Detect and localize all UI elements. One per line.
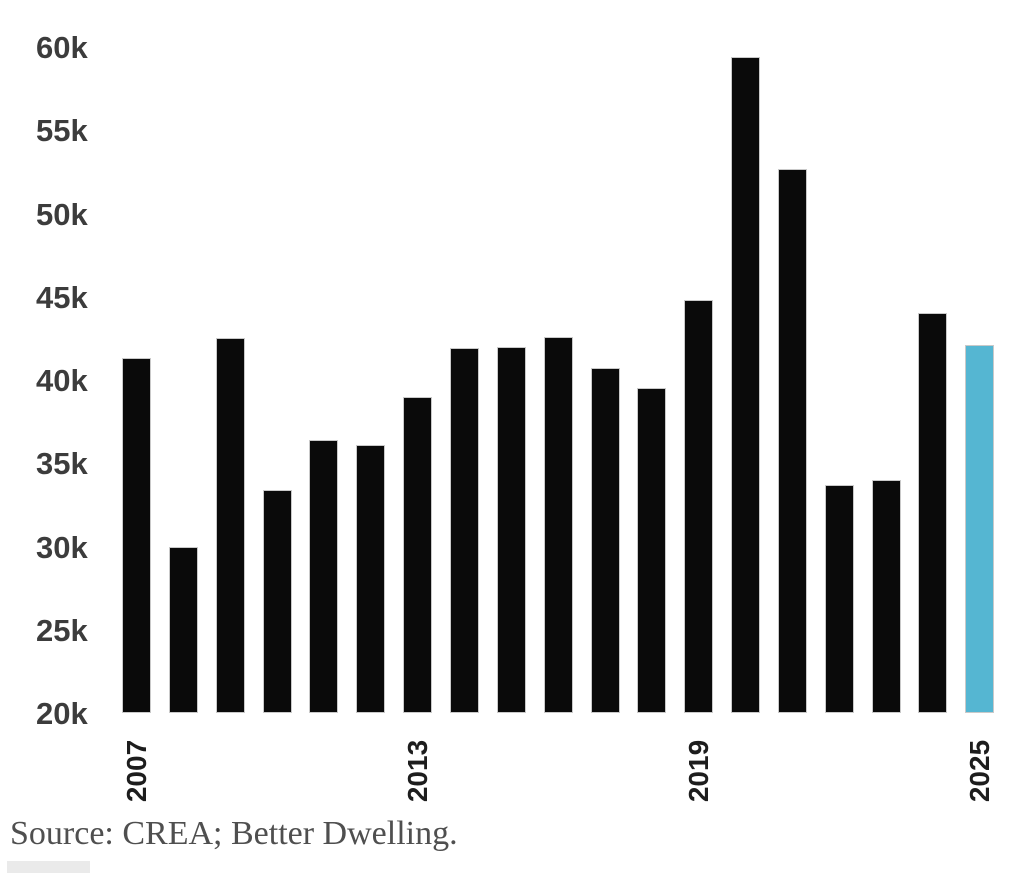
y-tick-label-40k: 40k xyxy=(36,363,88,398)
bar-2009 xyxy=(215,338,245,713)
bar-2011 xyxy=(309,439,339,713)
bar-2025 xyxy=(965,345,995,713)
bar-2020 xyxy=(731,56,761,713)
bar-2016 xyxy=(543,336,573,713)
bar-2022 xyxy=(824,484,854,713)
y-tick-label-55k: 55k xyxy=(36,113,88,149)
x-tick-label-2025: 2025 xyxy=(963,739,995,803)
bar-2008 xyxy=(168,546,198,713)
bar-2015 xyxy=(496,346,526,713)
bar-2007 xyxy=(122,358,151,713)
bar-2014 xyxy=(449,348,479,713)
source-caption: Source: CREA; Better Dwelling. xyxy=(10,815,458,852)
bar-2024 xyxy=(918,313,948,713)
x-tick-label-2019: 2019 xyxy=(682,739,714,803)
bar-2017 xyxy=(590,368,620,713)
y-tick-label-35k: 35k xyxy=(36,446,88,482)
bar-2012 xyxy=(356,444,386,713)
bar-2023 xyxy=(871,479,901,713)
bar-2021 xyxy=(777,168,807,713)
y-tick-label-20k: 20k xyxy=(36,696,88,731)
y-tick-label-30k: 30k xyxy=(36,529,88,565)
y-tick-label-60k: 60k xyxy=(36,30,88,65)
x-tick-label-2007: 2007 xyxy=(120,739,152,803)
bar-2018 xyxy=(637,388,667,713)
bar-2019 xyxy=(684,300,714,713)
y-tick-label-45k: 45k xyxy=(36,279,88,315)
y-tick-label-25k: 25k xyxy=(36,612,88,648)
watermark-remnant xyxy=(7,861,90,873)
x-tick-label-2013: 2013 xyxy=(401,739,433,803)
bar-2013 xyxy=(403,396,433,713)
y-tick-label-50k: 50k xyxy=(36,196,88,232)
bar-2010 xyxy=(262,489,292,713)
